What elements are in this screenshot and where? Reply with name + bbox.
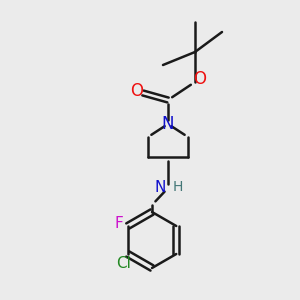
Text: N: N — [162, 115, 174, 133]
Text: O: O — [130, 82, 143, 100]
Text: Cl: Cl — [116, 256, 131, 272]
Text: O: O — [194, 70, 206, 88]
Text: N: N — [154, 181, 166, 196]
Text: F: F — [114, 217, 123, 232]
Text: H: H — [173, 180, 183, 194]
